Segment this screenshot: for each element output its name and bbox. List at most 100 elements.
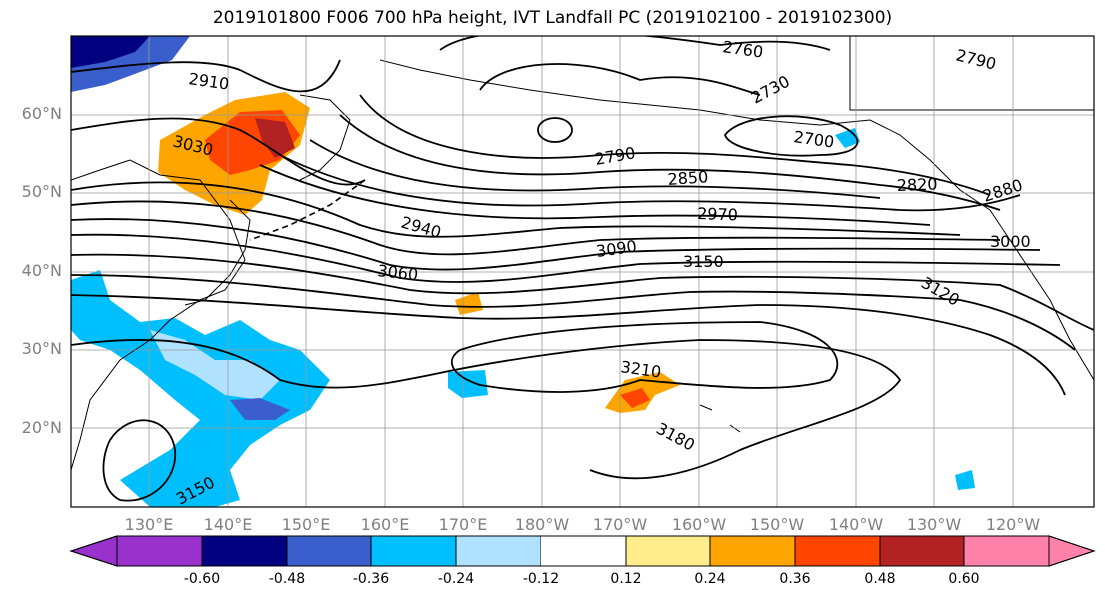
colorbar-extend-high: [1048, 535, 1096, 567]
lon-label: 170°E: [438, 515, 488, 534]
contour-label: 2790: [954, 45, 998, 73]
lat-label: 20°N: [21, 418, 62, 437]
colorbar-cell: [709, 535, 796, 567]
coast-hawaii: [699, 404, 741, 433]
contour-3000: [71, 218, 1041, 271]
lon-label: 140°W: [828, 515, 884, 534]
contour-label: 2820: [896, 175, 937, 195]
contour-2940: [71, 181, 961, 238]
colorbar-tick-label: 0.60: [948, 571, 980, 587]
colorbar-extend-low: [69, 535, 118, 567]
lat-label: 30°N: [21, 339, 62, 358]
lon-label: 120°W: [985, 515, 1041, 534]
ivt-patch-deepblue-asia: [230, 398, 290, 420]
contour-label: 2760: [721, 37, 764, 61]
contour-label: 2940: [399, 213, 443, 242]
colorbar-tick-label: 0.24: [694, 571, 726, 587]
lon-label: 130°E: [124, 515, 174, 534]
contour-label: 2790: [593, 143, 636, 169]
contour-2820: [339, 114, 1001, 211]
contour-3120: [71, 294, 1066, 396]
trough-line: [249, 179, 366, 241]
contour-2850: [309, 139, 881, 199]
contour-2970: [71, 200, 1001, 256]
colorbar-cell: [963, 535, 1050, 567]
lat-label: 50°N: [21, 182, 62, 201]
colorbar-cell: [625, 535, 711, 567]
colorbar-cell: [201, 535, 288, 567]
colorbar-tick-label: -0.24: [437, 571, 475, 587]
height-contours: [71, 36, 1094, 502]
colorbar-cell: [455, 535, 542, 567]
colorbar-tick-label: 0.36: [779, 571, 811, 587]
contour-label: 2910: [187, 69, 230, 93]
contour-2910-b: [259, 164, 931, 226]
contour-label: 2880: [980, 175, 1025, 206]
ivt-patch-lightblue-asia: [150, 330, 280, 400]
map-title: 2019101800 F006 700 hPa height, IVT Land…: [212, 8, 893, 28]
contour-3030: [71, 117, 366, 186]
ivt-shading: [71, 36, 975, 507]
colorbar-cell: [541, 536, 626, 566]
ivt-patch-darkred-japan: [255, 118, 295, 158]
colorbar-tick-label: -0.48: [268, 571, 306, 587]
ivt-patch-blue-mid: [448, 370, 488, 398]
ivt-patch-navy-nw: [71, 36, 150, 68]
contour-label: 3210: [619, 357, 662, 381]
ivt-patch-orange-small: [455, 292, 483, 315]
contour-2760: [439, 36, 831, 51]
lon-label: 160°W: [671, 515, 727, 534]
ivt-patch-blue-asia: [71, 270, 330, 507]
lat-label: 60°N: [21, 104, 62, 123]
coast-canada-border: [849, 36, 1094, 111]
contour-3030-b: [71, 233, 1061, 283]
colorbar-tick-label: -0.12: [522, 571, 560, 587]
contour-label: 3000: [990, 232, 1031, 251]
contour-label: 3120: [918, 273, 963, 310]
contour-label: 3060: [377, 261, 419, 284]
colorbar-cell: [286, 535, 372, 567]
ivt-patch-red-subtrop: [620, 388, 650, 408]
contour-3150: [71, 339, 902, 480]
contour-low-2700-west: [537, 117, 573, 143]
lon-label: 170°W: [592, 515, 648, 534]
contour-3150-sw: [102, 419, 176, 502]
colorbar-cell: [879, 535, 965, 567]
contour-label: 3150: [683, 252, 724, 271]
lon-label: 180°W: [514, 515, 570, 534]
colorbar-cell: [116, 535, 203, 567]
ivt-patch-blue-alaska: [835, 128, 860, 148]
contour-2700: [723, 115, 859, 157]
colorbar-tick-label: 0.48: [864, 571, 896, 587]
contour-label: 2850: [667, 167, 709, 189]
lon-label: 150°W: [749, 515, 805, 534]
contour-label: 2970: [697, 204, 738, 224]
contour-2730: [479, 63, 761, 96]
colorbar-cell: [794, 535, 881, 567]
contour-label: 2730: [748, 72, 793, 108]
map-frame: [70, 35, 1095, 508]
lon-label: 160°E: [360, 515, 410, 534]
coast-asia: [71, 159, 246, 471]
contour-2910: [71, 59, 341, 93]
contour-2880: [279, 154, 1021, 212]
lon-label: 130°W: [906, 515, 962, 534]
contour-label: 3180: [653, 419, 698, 455]
contour-label: 2700: [792, 127, 835, 151]
coast-japan: [184, 199, 251, 306]
lat-label: 40°N: [21, 261, 62, 280]
graticule: [71, 36, 1094, 507]
contour-3180: [450, 321, 839, 393]
contour-3090: [71, 274, 1076, 351]
lon-label: 150°E: [281, 515, 331, 534]
colorbar: [69, 535, 1096, 567]
colorbar-outline: [69, 535, 1096, 567]
contour-3060: [71, 253, 1094, 331]
colorbar-tick-label: -0.60: [183, 571, 221, 587]
colorbar-cell: [370, 535, 457, 567]
lon-label: 140°E: [203, 515, 253, 534]
map-area: [71, 36, 1094, 507]
colorbar-tick-label: -0.36: [352, 571, 390, 587]
coast-na-west: [989, 209, 1094, 381]
